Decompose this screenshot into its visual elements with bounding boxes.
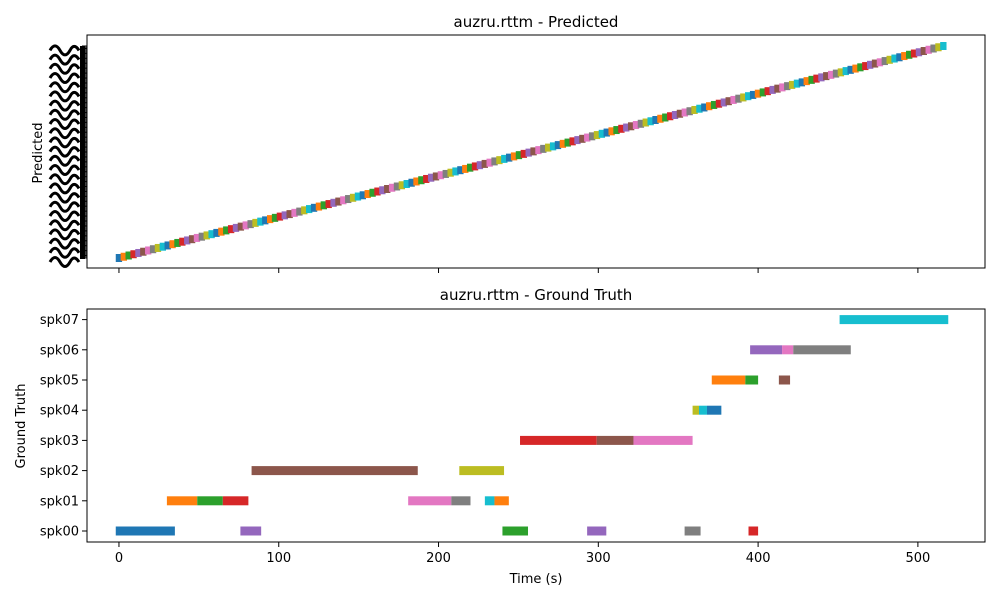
predicted-ytick-label-glyph — [48, 237, 81, 250]
ground-truth-axes-frame — [86, 308, 986, 543]
ground-truth-segment-spk00 — [748, 526, 759, 536]
ground-truth-ytick-label: spk04 — [40, 404, 79, 419]
ground-truth-segment-spk00 — [240, 526, 262, 536]
ground-truth-xtick-label: 500 — [905, 551, 930, 566]
predicted-ytick-label-bar — [80, 46, 85, 259]
predicted-ytick-label-glyph — [48, 228, 81, 241]
predicted-ytick-label-glyph — [48, 108, 81, 121]
predicted-ytick-label-glyph — [48, 164, 81, 176]
ground-truth-segment-spk00 — [502, 526, 529, 536]
ground-truth-segment-spk00 — [587, 526, 607, 536]
ground-truth-ytick-label: spk01 — [40, 494, 79, 509]
ground-truth-xtick-label: 100 — [266, 551, 291, 566]
ground-truth-segment-spk01 — [222, 496, 249, 506]
ground-truth-segment-spk00 — [684, 526, 701, 536]
ground-truth-segment-spk06 — [793, 345, 851, 355]
predicted-ytick-label-glyph — [48, 154, 81, 167]
predicted-ytick-label-glyph — [48, 219, 81, 232]
predicted-ytick-label-glyph — [48, 173, 81, 186]
ground-truth-title: auzru.rttm - Ground Truth — [440, 286, 632, 304]
ground-truth-ylabel: Ground Truth — [14, 384, 29, 469]
predicted-ytick-label-glyph — [48, 191, 81, 204]
ground-truth-yticks: spk00 spk01 spk02 spk03 spk04 spk05 spk06 spk07 — [40, 313, 87, 540]
ground-truth-segment-spk01 — [408, 496, 452, 506]
ground-truth-segment-spk04 — [698, 405, 707, 415]
predicted-ytick-label-glyph — [48, 246, 81, 259]
ground-truth-xtick-label: 0 — [115, 551, 123, 566]
predicted-ytick-label-glyph — [48, 136, 81, 149]
ground-truth-ytick-label: spk00 — [40, 525, 79, 540]
ground-truth-segment-spk03 — [520, 435, 597, 445]
predicted-ytick-label-glyph — [48, 81, 81, 94]
ground-truth-ytick-label: spk07 — [40, 313, 79, 328]
ground-truth-panel: auzru.rttm - Ground Truth Ground Truth s… — [14, 286, 986, 587]
ground-truth-ytick-label: spk02 — [40, 464, 79, 479]
ground-truth-ytick-label: spk05 — [40, 374, 79, 389]
predicted-ytick-label-glyph — [48, 127, 81, 140]
predicted-ytick-label-glyph — [48, 62, 81, 75]
ground-truth-ytick-label: spk03 — [40, 434, 79, 449]
predicted-ytick-label-glyph — [48, 182, 81, 195]
predicted-ytick-label-glyph — [48, 44, 81, 57]
ground-truth-segments — [115, 315, 949, 536]
ground-truth-segment-spk06 — [750, 345, 783, 355]
ground-truth-xtick-label: 200 — [426, 551, 451, 566]
predicted-ytick-label-glyph — [48, 53, 81, 66]
ground-truth-segment-spk01 — [494, 496, 509, 506]
ground-truth-segment-spk02 — [251, 466, 418, 476]
ground-truth-segment-spk00 — [115, 526, 175, 536]
ground-truth-xtick-label: 400 — [746, 551, 771, 566]
predicted-xticks — [118, 268, 919, 273]
ground-truth-segment-spk01 — [484, 496, 495, 506]
predicted-axes-frame — [86, 34, 986, 269]
ground-truth-segment-spk05 — [711, 375, 746, 385]
predicted-ytick-labels — [48, 44, 87, 268]
predicted-ytick-label-glyph — [48, 145, 81, 158]
predicted-ytick-label-glyph — [48, 210, 81, 222]
ground-truth-segment-spk02 — [459, 466, 505, 476]
ground-truth-segment-spk01 — [166, 496, 198, 506]
ground-truth-segment-spk03 — [596, 435, 634, 445]
ground-truth-xtick-label: 300 — [586, 551, 611, 566]
predicted-ytick-label-glyph — [48, 118, 81, 130]
ground-truth-segment-spk05 — [745, 375, 759, 385]
ground-truth-segment-spk05 — [778, 375, 791, 385]
ground-truth-segment-spk03 — [633, 435, 693, 445]
predicted-ytick-label-glyph — [48, 90, 81, 103]
predicted-ytick-label-glyph — [48, 72, 81, 84]
predicted-ytick-label-glyph — [48, 200, 81, 213]
ground-truth-segment-spk06 — [782, 345, 794, 355]
predicted-ytick-label-glyph — [48, 256, 81, 268]
ground-truth-segment-spk04 — [692, 405, 699, 415]
ground-truth-ytick-label: spk06 — [40, 343, 79, 358]
ground-truth-xticks: 0 100 200 300 400 500 — [115, 542, 930, 566]
predicted-title: auzru.rttm - Predicted — [454, 13, 619, 31]
ground-truth-segment-spk07 — [839, 315, 949, 325]
predicted-segments — [115, 42, 947, 262]
ground-truth-segment-spk01 — [451, 496, 471, 506]
predicted-ylabel: Predicted — [31, 122, 46, 183]
predicted-ytick-label-glyph — [48, 99, 81, 112]
ground-truth-segment-spk04 — [706, 405, 722, 415]
ground-truth-segment-spk01 — [197, 496, 223, 506]
predicted-panel: auzru.rttm - Predicted Predicted — [31, 13, 986, 273]
ground-truth-xlabel: Time (s) — [509, 572, 563, 587]
